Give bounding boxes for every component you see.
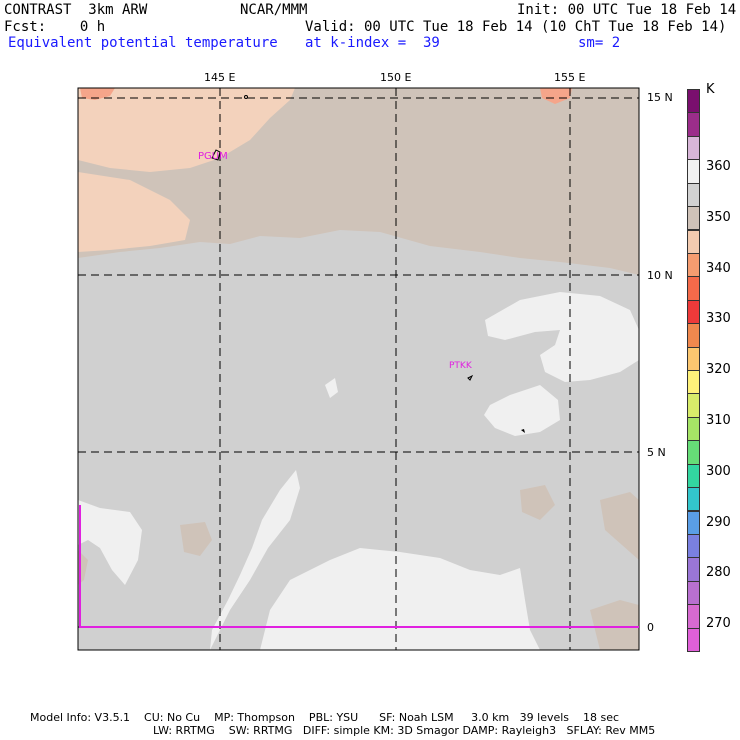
- map-frame: [77, 87, 640, 651]
- legend-swatch: [687, 463, 700, 489]
- model-info-line-2: LW: RRTMG SW: RRTMG DIFF: simple KM: 3D …: [153, 724, 656, 737]
- field-region-white-2: [484, 385, 560, 436]
- field-region-white-6: [325, 378, 338, 398]
- legend-swatch: [687, 393, 700, 418]
- field-region-white-1: [485, 292, 639, 382]
- forecast-hour: Fcst: 0 h: [4, 19, 106, 35]
- legend-label: 280: [706, 565, 731, 581]
- station-label-pgum: PGUM: [198, 151, 228, 162]
- level-index: at k-index = 39: [305, 35, 440, 51]
- island-guam: [211, 149, 221, 161]
- field-region-tan-2: [180, 522, 212, 556]
- model-title: CONTRAST 3km ARW: [4, 2, 148, 18]
- legend-label: 270: [706, 616, 731, 632]
- legend-label: 290: [706, 514, 731, 530]
- field-region-white-5: [260, 548, 540, 650]
- legend-swatch: [687, 533, 700, 559]
- organization: NCAR/MMM: [240, 2, 308, 18]
- model-info-line-1: Model Info: V3.5.1 CU: No Cu MP: Thompso…: [30, 711, 620, 724]
- lat-label-5n: 5 N: [647, 446, 666, 459]
- legend-swatch: [687, 229, 700, 254]
- legend-swatch: [687, 440, 700, 465]
- init-time: Init: 00 UTC Tue 18 Feb 14: [517, 2, 737, 18]
- legend-swatch: [687, 487, 700, 512]
- lat-label-equator: 0: [647, 621, 654, 634]
- legend-swatch: [687, 135, 700, 161]
- legend-label: 340: [706, 260, 731, 276]
- field-spot-orange-2: [540, 88, 572, 104]
- field-region-tan-3: [520, 485, 555, 520]
- field-region-tan-5: [590, 600, 639, 650]
- field-spot-orange-1: [80, 88, 115, 100]
- legend-label: 330: [706, 311, 731, 327]
- legend-swatch: [687, 510, 700, 535]
- legend-swatch: [687, 159, 700, 184]
- legend-label: 300: [706, 463, 731, 479]
- legend-swatch: [687, 323, 700, 348]
- legend-swatch: [687, 604, 700, 629]
- field-region-peach: [78, 88, 295, 172]
- legend-swatch: [687, 206, 700, 231]
- legend-swatch: [687, 557, 700, 582]
- smoothing: sm= 2: [578, 35, 621, 51]
- field-region-white-4: [210, 470, 300, 650]
- field-region-white-3: [78, 500, 142, 585]
- legend-label: 310: [706, 413, 731, 428]
- island-small: [521, 429, 525, 433]
- legend-label: 320: [706, 362, 731, 378]
- field-region-tan-4: [600, 492, 639, 560]
- legend-swatch: [687, 299, 700, 325]
- lat-label-15n: 15 N: [647, 91, 673, 104]
- legend-label: 360: [706, 159, 731, 174]
- legend-swatch: [687, 580, 700, 606]
- lon-label-155: 155 E: [554, 71, 586, 84]
- domain-boundary: [79, 505, 639, 628]
- legend-swatch: [687, 252, 700, 278]
- legend-swatch: [687, 182, 700, 208]
- lon-label-145: 145 E: [204, 71, 236, 84]
- island-chuuk: [467, 374, 474, 381]
- station-label-ptkk: PTKK: [449, 361, 472, 371]
- legend-swatch: [687, 112, 700, 137]
- lon-label-150: 150 E: [380, 71, 412, 84]
- legend-swatch: [687, 346, 700, 371]
- island-rota: [244, 95, 248, 99]
- legend-swatch: [687, 276, 700, 301]
- field-region-peach-2: [78, 172, 190, 252]
- legend-swatch: [687, 416, 700, 442]
- valid-time: Valid: 00 UTC Tue 18 Feb 14 (10 ChT Tue …: [305, 19, 727, 35]
- lat-label-10n: 10 N: [647, 269, 673, 282]
- legend-swatch: [687, 89, 700, 114]
- legend-swatch: [687, 627, 700, 652]
- field-name: Equivalent potential temperature: [8, 35, 278, 51]
- legend-swatch: [687, 370, 700, 395]
- legend-unit: K: [706, 82, 715, 97]
- legend-label: 350: [706, 209, 731, 225]
